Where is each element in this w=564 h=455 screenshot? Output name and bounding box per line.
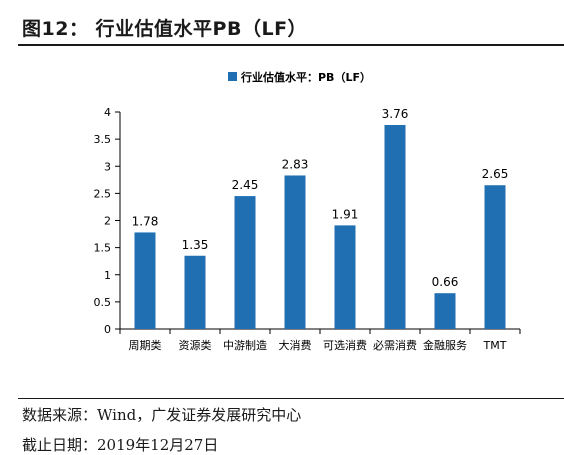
y-tick-label: 1.5 [94,242,112,255]
bar [234,196,256,329]
bar-value-label: 1.35 [182,238,209,252]
bar-value-label: 2.83 [282,157,309,171]
bar-value-label: 2.65 [482,167,509,181]
x-tick-label: 必需消费 [373,338,417,352]
bar [134,232,156,329]
bars [134,125,506,330]
title-divider [18,44,564,46]
chart-legend: 行业估值水平：PB（LF） [228,70,371,84]
bar-value-labels: 1.78 1.35 2.45 2.83 1.91 3.76 0.66 2.65 [132,107,509,289]
x-tick-label: 金融服务 [423,338,467,352]
x-tick-label: 周期类 [129,338,162,352]
y-tick-label: 2 [104,215,111,228]
x-tick-label: 资源类 [179,338,212,352]
bar-value-label: 0.66 [432,275,459,289]
x-axis: 周期类 资源类 中游制造 大消费 可选消费 必需消费 金融服务 TMT [119,328,521,352]
bar [284,175,306,329]
legend-label: 行业估值水平：PB（LF） [240,70,371,84]
y-tick-label: 0.5 [94,296,112,309]
y-axis: 0 0.5 1 1.5 2 2.5 3 3.5 4 [94,106,121,336]
y-tick-label: 0 [104,323,111,336]
x-tick-label: 可选消费 [323,338,367,352]
x-tick-label: 大消费 [279,338,312,352]
cutoff-date-note: 截止日期：2019年12月27日 [22,436,219,454]
y-tick-label: 1 [104,269,111,282]
y-tick-label: 3 [104,160,111,173]
y-tick-label: 2.5 [94,187,112,200]
bar [484,185,506,329]
legend-swatch [228,72,237,81]
figure-title: 图12： 行业估值水平PB（LF） [22,18,308,40]
y-tick-label: 3.5 [94,133,112,146]
source-divider [18,398,564,399]
x-tick-label: 中游制造 [223,338,267,352]
bar [434,293,456,329]
bar [384,125,406,330]
bar [334,225,356,329]
x-tick-label: TMT [483,339,507,352]
bar [184,255,206,329]
source-note: 数据来源：Wind，广发证券发展研究中心 [22,406,302,424]
bar-value-label: 3.76 [382,107,409,121]
bar-value-label: 1.78 [132,214,159,228]
bar-value-label: 2.45 [232,178,259,192]
bar-chart: 行业估值水平：PB（LF） 0 0.5 1 1.5 2 2.5 3 3.5 4 周期类 资源类 中游… [94,70,521,352]
y-tick-label: 4 [104,106,111,119]
bar-value-label: 1.91 [332,207,359,221]
